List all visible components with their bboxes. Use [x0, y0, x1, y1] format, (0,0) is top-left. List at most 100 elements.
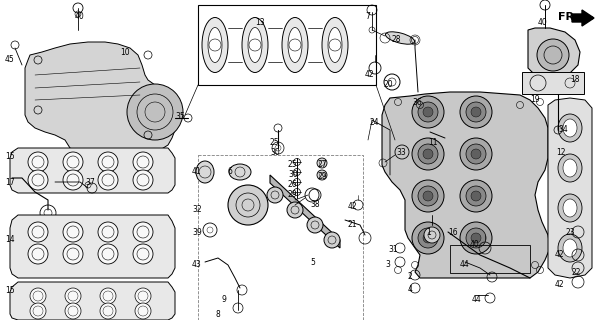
Text: 40: 40	[470, 240, 480, 249]
Circle shape	[98, 222, 118, 242]
Text: 30: 30	[288, 170, 298, 179]
Bar	[198, 155, 363, 320]
Text: 40: 40	[538, 18, 548, 27]
Text: 21: 21	[348, 220, 358, 229]
Circle shape	[30, 288, 46, 304]
Circle shape	[63, 170, 83, 190]
Text: 38: 38	[310, 200, 320, 209]
Text: 25: 25	[270, 138, 280, 147]
Circle shape	[127, 84, 183, 140]
Ellipse shape	[248, 28, 262, 62]
Circle shape	[65, 288, 81, 304]
Text: 19: 19	[530, 95, 539, 104]
Text: 34: 34	[558, 125, 568, 134]
Circle shape	[267, 187, 283, 203]
Circle shape	[412, 96, 444, 128]
Text: 36: 36	[412, 98, 422, 107]
Text: 40: 40	[75, 12, 85, 21]
Text: 42: 42	[555, 250, 565, 259]
Circle shape	[28, 244, 48, 264]
Circle shape	[133, 244, 153, 264]
Circle shape	[423, 191, 433, 201]
Ellipse shape	[563, 239, 577, 257]
Text: 31: 31	[388, 245, 398, 254]
Circle shape	[466, 186, 486, 206]
Circle shape	[135, 303, 151, 319]
Text: 37: 37	[85, 178, 95, 187]
Text: 44: 44	[472, 295, 482, 304]
Text: 29: 29	[288, 190, 298, 199]
Text: 29: 29	[318, 172, 328, 181]
Text: 10: 10	[120, 48, 130, 57]
Ellipse shape	[563, 199, 577, 217]
Circle shape	[418, 144, 438, 164]
Text: 20: 20	[383, 80, 392, 89]
FancyArrow shape	[572, 10, 594, 26]
Text: 2: 2	[408, 272, 413, 281]
Circle shape	[471, 107, 481, 117]
Circle shape	[98, 244, 118, 264]
Ellipse shape	[208, 28, 222, 62]
Text: 1: 1	[426, 228, 431, 237]
Circle shape	[471, 191, 481, 201]
Text: 11: 11	[428, 138, 437, 147]
Ellipse shape	[563, 119, 577, 137]
Circle shape	[412, 180, 444, 212]
Circle shape	[466, 228, 486, 248]
Circle shape	[30, 303, 46, 319]
Polygon shape	[528, 28, 580, 78]
Circle shape	[63, 152, 83, 172]
Circle shape	[423, 107, 433, 117]
Text: 26: 26	[288, 180, 298, 189]
Circle shape	[418, 102, 438, 122]
Bar	[450, 245, 530, 273]
Text: 4: 4	[408, 285, 413, 294]
Circle shape	[98, 170, 118, 190]
Text: 45: 45	[5, 55, 15, 64]
Circle shape	[537, 39, 569, 71]
Text: 27: 27	[318, 160, 328, 169]
Ellipse shape	[322, 18, 348, 73]
Text: 5: 5	[310, 258, 315, 267]
Circle shape	[460, 96, 492, 128]
Circle shape	[133, 222, 153, 242]
Text: 16: 16	[448, 228, 458, 237]
Ellipse shape	[202, 18, 228, 73]
Text: 9: 9	[222, 295, 227, 304]
Ellipse shape	[385, 32, 415, 44]
Text: 30: 30	[270, 148, 280, 157]
Circle shape	[466, 102, 486, 122]
Circle shape	[28, 222, 48, 242]
Text: 23: 23	[565, 228, 575, 237]
Ellipse shape	[242, 18, 268, 73]
Text: 3: 3	[385, 260, 390, 269]
Text: 44: 44	[460, 260, 470, 269]
Text: 18: 18	[570, 75, 580, 84]
Text: 24: 24	[370, 118, 380, 127]
Polygon shape	[10, 148, 175, 193]
Circle shape	[135, 288, 151, 304]
Circle shape	[28, 152, 48, 172]
Circle shape	[471, 149, 481, 159]
Circle shape	[412, 222, 444, 254]
Circle shape	[317, 158, 327, 168]
Ellipse shape	[196, 161, 214, 183]
Text: 42: 42	[348, 202, 358, 211]
Text: 39: 39	[192, 228, 202, 237]
Ellipse shape	[282, 18, 308, 73]
Text: 12: 12	[556, 148, 566, 157]
Circle shape	[460, 222, 492, 254]
Text: 42: 42	[365, 70, 374, 79]
Circle shape	[460, 180, 492, 212]
Ellipse shape	[558, 194, 582, 222]
Text: 15: 15	[5, 152, 14, 161]
Polygon shape	[548, 98, 592, 278]
Circle shape	[324, 232, 340, 248]
Text: 8: 8	[215, 310, 220, 319]
Text: 41: 41	[192, 167, 202, 176]
Circle shape	[423, 233, 433, 243]
Circle shape	[133, 152, 153, 172]
Circle shape	[423, 149, 433, 159]
Circle shape	[307, 217, 323, 233]
Text: 33: 33	[396, 148, 406, 157]
